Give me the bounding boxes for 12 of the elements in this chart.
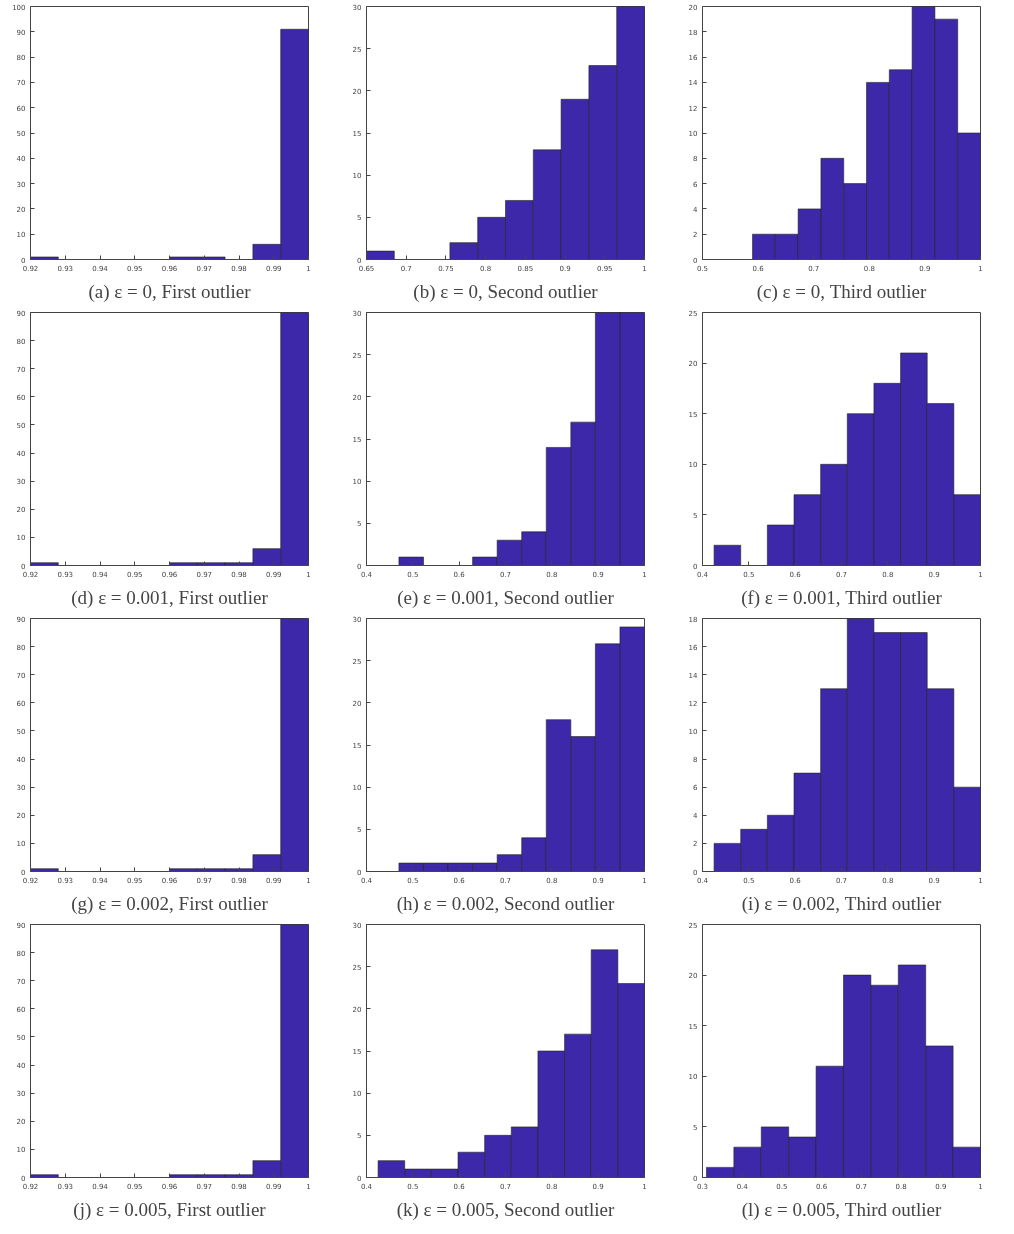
text: (j) ε = 0.005, First outlier <box>73 1198 267 1221</box>
text: (g) ε = 0.002, First outlier <box>71 892 269 915</box>
text: (h) ε = 0.002, Second outlier <box>396 892 615 915</box>
text: (b) ε = 0, Second outlier <box>413 280 599 303</box>
text: (k) ε = 0.005, Second outlier <box>396 1198 615 1221</box>
text: (i) ε = 0.002, Third outlier <box>741 892 943 915</box>
text: (f) ε = 0.001, Third outlier <box>741 586 943 609</box>
text: (a) ε = 0, First outlier <box>88 280 252 303</box>
text: (e) ε = 0.001, Second outlier <box>397 586 615 609</box>
text: (c) ε = 0, Third outlier <box>756 280 927 303</box>
text: (l) ε = 0.005, Third outlier <box>741 1198 943 1221</box>
text: (d) ε = 0.001, First outlier <box>71 586 269 609</box>
